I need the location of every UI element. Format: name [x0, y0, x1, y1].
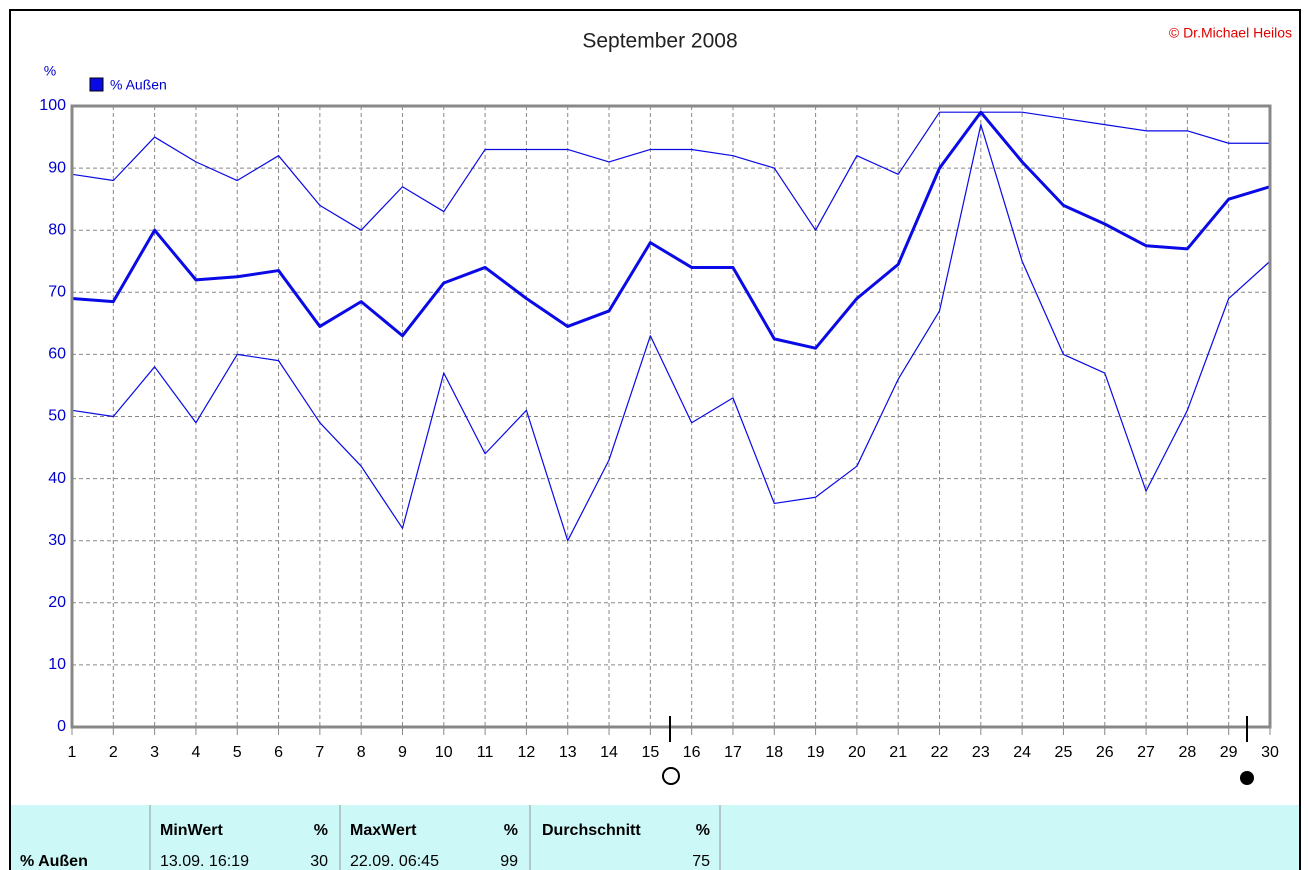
- new-moon: [1240, 771, 1254, 785]
- y-tick-label: 90: [48, 159, 66, 176]
- series-line: [71, 110, 1271, 350]
- x-tick-label: 10: [435, 744, 453, 761]
- y-tick-label: 40: [48, 470, 66, 487]
- x-tick-label: 23: [972, 744, 990, 761]
- y-tick-label: 70: [48, 284, 66, 301]
- table-header: %: [314, 822, 328, 839]
- series-line: [71, 111, 1270, 231]
- row-label: % Außen: [20, 853, 88, 870]
- y-tick-label: 100: [39, 97, 66, 114]
- y-tick-label: 30: [48, 532, 66, 549]
- x-tick-label: 25: [1055, 744, 1073, 761]
- copyright: © Dr.Michael Heilos: [1169, 25, 1292, 41]
- x-tick-label: 13: [559, 744, 577, 761]
- x-tick-label: 20: [848, 744, 866, 761]
- x-tick-label: 18: [765, 744, 783, 761]
- table-header: %: [696, 822, 710, 839]
- table-background: [11, 805, 1299, 870]
- legend-label: % Außen: [110, 77, 167, 93]
- y-axis-label: %: [44, 63, 56, 79]
- x-tick-label: 17: [724, 744, 742, 761]
- table-header: MaxWert: [350, 822, 417, 839]
- x-tick-label: 2: [109, 744, 118, 761]
- series-line: [71, 124, 1271, 542]
- x-tick-label: 6: [274, 744, 283, 761]
- x-tick-label: 4: [191, 744, 200, 761]
- x-tick-label: 21: [889, 744, 907, 761]
- y-tick-label: 80: [48, 221, 66, 238]
- legend-swatch: [89, 77, 104, 92]
- table-cell: 13.09. 16:19: [160, 853, 249, 870]
- x-tick-label: 8: [357, 744, 366, 761]
- table-cell: 75: [692, 853, 710, 870]
- full-moon: [662, 767, 680, 785]
- x-tick-label: 16: [683, 744, 701, 761]
- table-header: MinWert: [160, 822, 223, 839]
- table-cell: 30: [310, 853, 328, 870]
- x-tick-label: 22: [931, 744, 949, 761]
- y-tick-label: 0: [57, 718, 66, 735]
- x-tick-label: 3: [150, 744, 159, 761]
- x-tick-label: 19: [807, 744, 825, 761]
- y-tick-label: 20: [48, 594, 66, 611]
- x-tick-label: 11: [477, 744, 494, 761]
- x-tick-label: 9: [398, 744, 407, 761]
- x-tick-label: 24: [1013, 744, 1031, 761]
- x-tick-label: 29: [1220, 744, 1238, 761]
- table-header: Durchschnitt: [542, 822, 641, 839]
- x-tick-label: 7: [315, 744, 324, 761]
- x-tick-label: 27: [1137, 744, 1155, 761]
- x-tick-label: 14: [600, 744, 618, 761]
- table-cell: 99: [500, 853, 518, 870]
- frame: [9, 9, 1301, 870]
- x-tick-label: 12: [518, 744, 536, 761]
- y-tick-label: 10: [48, 656, 66, 673]
- x-tick-label: 1: [68, 744, 77, 761]
- x-tick-label: 5: [233, 744, 242, 761]
- x-tick-label: 28: [1178, 744, 1196, 761]
- x-tick-label: 30: [1261, 744, 1279, 761]
- y-tick-label: 50: [48, 408, 66, 425]
- chart-title: September 2008: [582, 30, 737, 53]
- x-tick-label: 15: [641, 744, 659, 761]
- table-header: %: [504, 822, 518, 839]
- x-tick-label: 26: [1096, 744, 1114, 761]
- y-tick-label: 60: [48, 346, 66, 363]
- table-cell: 22.09. 06:45: [350, 853, 439, 870]
